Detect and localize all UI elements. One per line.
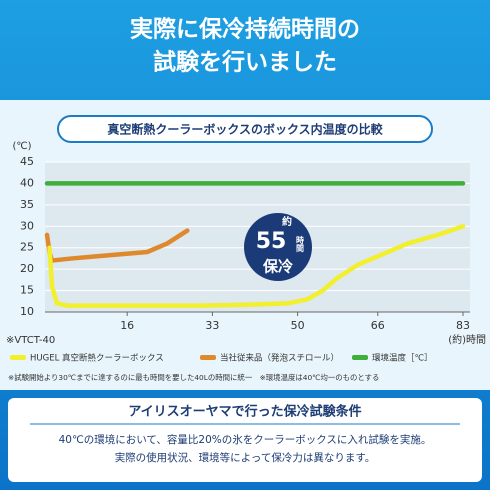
- legend-swatch: [200, 355, 216, 360]
- series-line: [47, 224, 466, 308]
- legend-label: HUGEL 真空断熱クーラーボックス: [30, 353, 164, 364]
- x-tick-label: 66: [371, 319, 385, 332]
- legend-label: 環境温度［℃］: [372, 353, 433, 364]
- callout-circle: [244, 213, 312, 281]
- x-tick-label: 83: [456, 319, 470, 332]
- footnote: ※試験開始より30℃までに達するのに最も時間を要した40Lの時間に統一 ※環境温…: [8, 373, 379, 382]
- y-tick-label: 25: [20, 241, 34, 254]
- conditions-title: アイリスオーヤマで行った保冷試験条件: [128, 404, 361, 420]
- callout-text: 55: [256, 229, 287, 254]
- y-tick-label: 30: [20, 219, 34, 232]
- legend-label: 当社従来品（発泡スチロール）: [220, 353, 339, 364]
- y-tick-label: 10: [20, 305, 34, 318]
- y-tick-label: 45: [20, 155, 34, 168]
- chart-title-pill: [57, 115, 433, 143]
- callout-text: 保冷: [262, 258, 293, 276]
- callout-text: 約: [282, 215, 292, 228]
- page-title: 試験を行いました: [153, 49, 337, 76]
- conditions-text: 実際の使用状況、環境等によって保冷力は異なります。: [115, 451, 376, 464]
- y-tick-label: 35: [20, 198, 34, 211]
- chart-title: 真空断熱クーラーボックスのボックス内温度の比較: [107, 122, 383, 137]
- callout-text: 時間: [296, 235, 305, 253]
- y-tick-label: 20: [20, 262, 34, 275]
- y-tick-label: 15: [20, 284, 34, 297]
- y-tick-label: 40: [20, 176, 34, 189]
- y-axis-label: (℃): [12, 141, 31, 152]
- conditions-box: [8, 398, 482, 482]
- x-tick-label: 33: [205, 319, 219, 332]
- x-tick-label: 16: [120, 319, 134, 332]
- legend-swatch: [352, 355, 368, 360]
- model-note: ※VTCT-40: [6, 335, 55, 346]
- x-tick-label: 50: [291, 319, 305, 332]
- page-title: 実際に保冷持続時間の: [130, 16, 360, 43]
- x-axis-label: (約)時間: [448, 333, 486, 346]
- conditions-text: 40℃の環境において、容量比20%の氷をクーラーボックスに入れ試験を実施。: [59, 433, 432, 446]
- legend-swatch: [10, 355, 26, 360]
